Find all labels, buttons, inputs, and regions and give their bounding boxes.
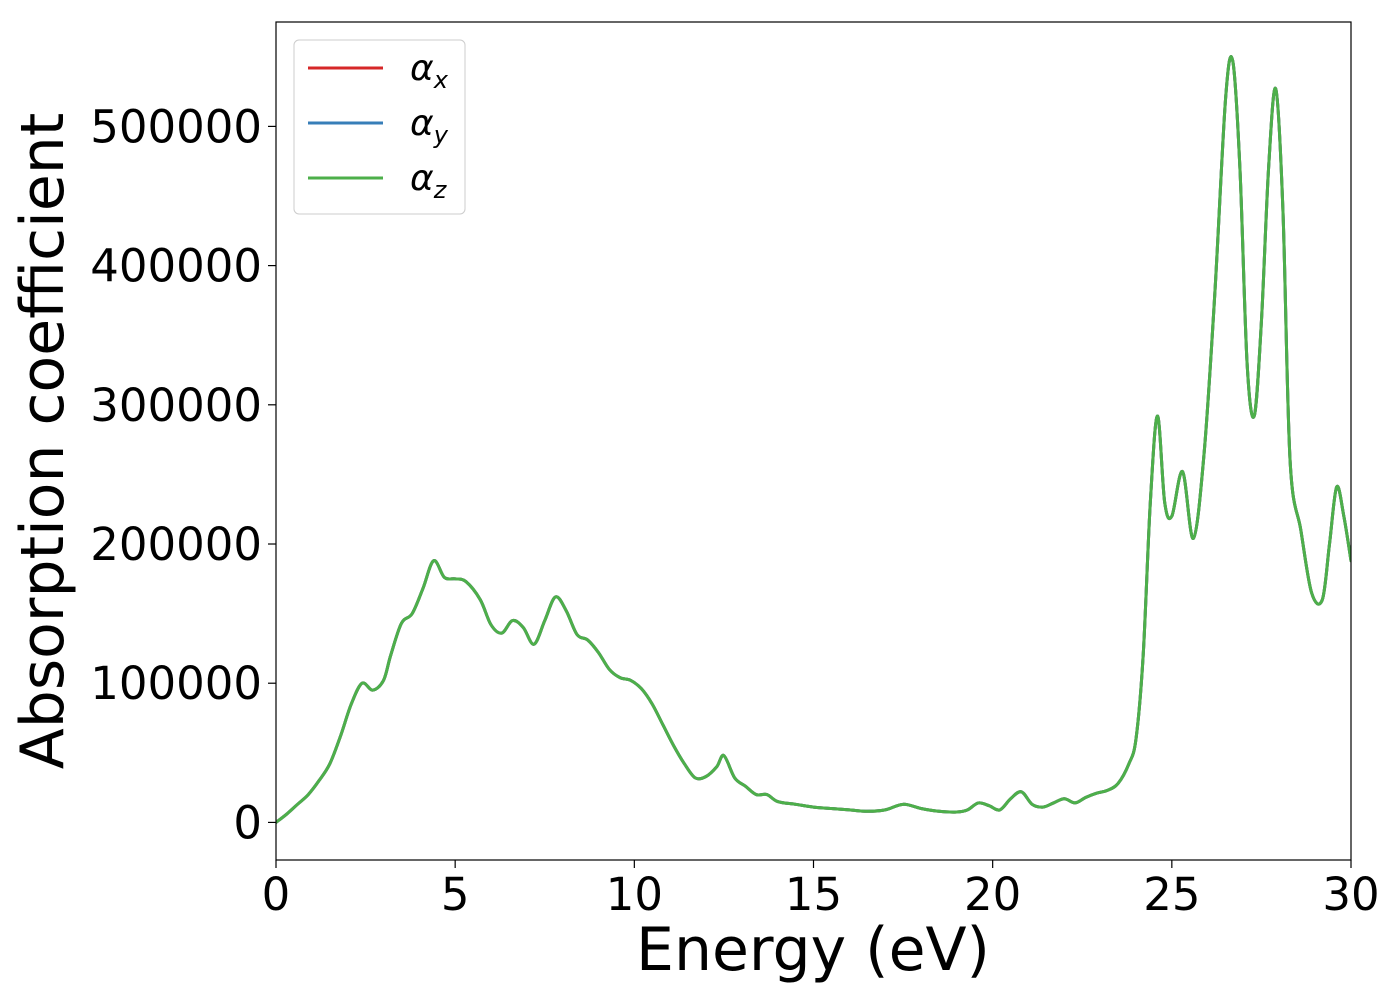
x-tick-label: 15 <box>785 868 842 921</box>
y-tick-label: 100000 <box>90 657 262 710</box>
legend-subscript: y <box>433 121 449 149</box>
legend-label-x: αx <box>410 48 449 94</box>
y-axis-ticks: 0 100000 200000 300000 400000 500000 <box>90 100 276 849</box>
series-line-z <box>276 55 1351 824</box>
x-tick-label: 0 <box>262 868 291 921</box>
y-tick-label: 200000 <box>90 518 262 571</box>
legend-subscript: x <box>433 66 449 94</box>
y-tick-label: 0 <box>233 796 262 849</box>
x-tick-label: 10 <box>606 868 663 921</box>
x-axis-ticks: 0 5 10 15 20 25 30 <box>262 860 1380 921</box>
legend-frame <box>293 39 466 215</box>
legend-symbol: α <box>410 48 434 89</box>
x-tick-label: 30 <box>1322 868 1379 921</box>
series-group <box>276 55 1351 824</box>
y-tick-label: 500000 <box>90 100 262 153</box>
y-tick-label: 300000 <box>90 379 262 432</box>
legend-symbol: α <box>410 103 434 144</box>
x-tick-label: 25 <box>1143 868 1200 921</box>
x-tick-label: 20 <box>964 868 1021 921</box>
legend-symbol: α <box>410 158 434 199</box>
legend-label-z: αz <box>410 158 448 204</box>
x-axis-label: Energy (eV) <box>636 915 990 985</box>
y-tick-label: 400000 <box>90 240 262 293</box>
legend-subscript: z <box>433 176 448 204</box>
legend-label-y: αy <box>410 103 449 149</box>
y-axis-label: Absorption coefficient <box>8 113 78 770</box>
x-tick-label: 5 <box>441 868 470 921</box>
